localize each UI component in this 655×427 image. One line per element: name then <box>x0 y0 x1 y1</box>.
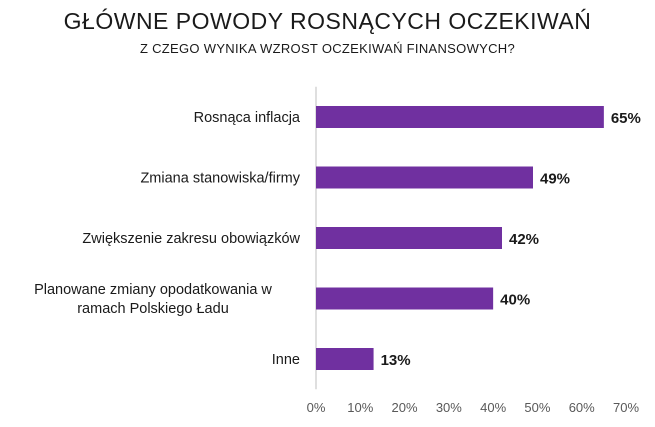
x-tick-label: 20% <box>392 400 418 415</box>
category-label: Zwiększenie zakresu obowiązków <box>82 231 300 247</box>
bar <box>316 348 374 370</box>
data-label: 42% <box>509 231 539 248</box>
category-label: Inne <box>272 352 300 368</box>
x-tick-label: 60% <box>569 400 595 415</box>
chart-title: GŁÓWNE POWODY ROSNĄCYCH OCZEKIWAŃ <box>63 8 592 34</box>
x-tick-label: 40% <box>480 400 506 415</box>
bar <box>316 106 604 128</box>
data-label: 13% <box>381 352 411 369</box>
data-label: 40% <box>500 292 530 309</box>
x-tick-label: 50% <box>524 400 550 415</box>
bar <box>316 227 502 249</box>
x-tick-label: 70% <box>613 400 639 415</box>
x-tick-label: 30% <box>436 400 462 415</box>
x-tick-label: 10% <box>347 400 373 415</box>
category-label: Planowane zmiany opodatkowania w ramach P… <box>34 282 272 317</box>
data-label: 65% <box>611 110 641 127</box>
x-tick-label: 0% <box>307 400 326 415</box>
category-label: Zmiana stanowiska/firmy <box>140 171 300 187</box>
category-label: Rosnąca inflacja <box>194 110 301 126</box>
bar <box>316 287 494 310</box>
chart-subtitle: Z CZEGO WYNIKA WZROST OCZEKIWAŃ FINANSOW… <box>139 41 516 56</box>
data-label: 49% <box>540 171 570 188</box>
bar <box>316 166 533 189</box>
